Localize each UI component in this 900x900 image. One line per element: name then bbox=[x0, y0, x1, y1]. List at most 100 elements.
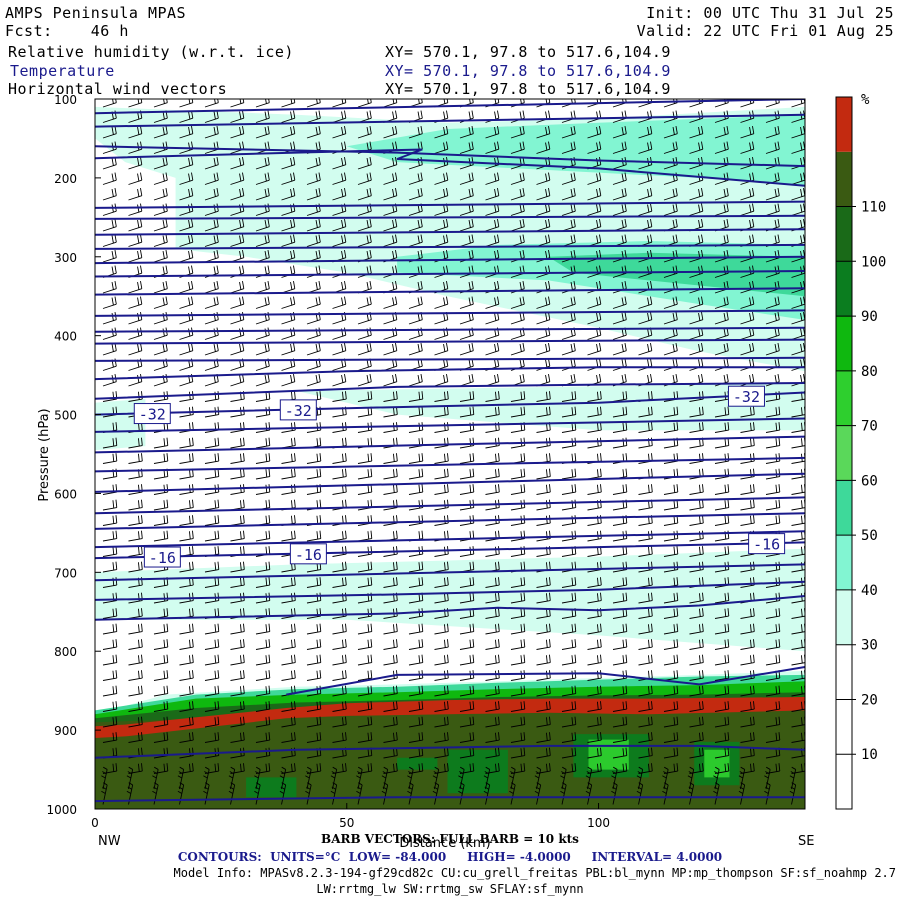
wind-barb bbox=[152, 766, 159, 790]
wind-barb bbox=[306, 701, 322, 712]
wind-barb bbox=[485, 468, 500, 480]
wind-barb bbox=[587, 391, 602, 402]
wind-barb bbox=[459, 406, 475, 418]
wind-barb bbox=[383, 374, 398, 387]
wind-barb bbox=[306, 126, 321, 139]
wind-barb bbox=[102, 99, 117, 108]
wind-barb bbox=[204, 99, 219, 108]
wind-barb bbox=[434, 453, 449, 464]
wind-barb bbox=[332, 99, 347, 108]
wind-barb bbox=[740, 406, 755, 418]
wind-barb bbox=[153, 250, 168, 263]
rh-patch-4 bbox=[95, 398, 146, 451]
temp-contour-4 bbox=[95, 200, 805, 209]
wind-barb bbox=[612, 577, 628, 588]
wind-barb bbox=[561, 592, 577, 604]
colorbar-label: 60 bbox=[861, 473, 878, 489]
wind-barb bbox=[179, 732, 194, 743]
wind-barb bbox=[356, 766, 363, 790]
field-temp-xy: XY= 570.1, 97.8 to 517.6,104.9 bbox=[385, 62, 671, 80]
wind-barb bbox=[332, 732, 347, 743]
wind-barb bbox=[765, 716, 781, 728]
wind-barb bbox=[357, 188, 372, 201]
wind-barb bbox=[689, 654, 704, 666]
wind-barb bbox=[587, 203, 602, 216]
wind-barb bbox=[434, 639, 449, 650]
wind-barb bbox=[587, 188, 602, 201]
wind-barb bbox=[765, 343, 780, 356]
wind-barb bbox=[459, 639, 475, 650]
y-tick-label: 600 bbox=[54, 487, 77, 501]
wind-barb bbox=[179, 437, 194, 449]
wind-barb bbox=[204, 391, 220, 402]
colorbar-swatch bbox=[836, 425, 852, 481]
wind-barb bbox=[128, 561, 143, 573]
wind-barb bbox=[204, 126, 219, 139]
wind-barb bbox=[663, 203, 678, 216]
wind-barb bbox=[612, 701, 628, 712]
wind-barb bbox=[587, 716, 602, 728]
wind-barb bbox=[179, 99, 194, 108]
wind-barb bbox=[332, 374, 347, 387]
wind-barb bbox=[128, 219, 143, 232]
wind-barb bbox=[179, 685, 194, 697]
wind-barb bbox=[357, 685, 373, 697]
wind-barb bbox=[153, 453, 169, 464]
wind-barb bbox=[536, 141, 551, 154]
wind-barb bbox=[383, 296, 398, 309]
wind-barb bbox=[153, 296, 168, 309]
wind-barb bbox=[765, 685, 781, 697]
temp-contour-19 bbox=[95, 435, 805, 454]
wind-barb bbox=[765, 484, 781, 495]
wind-barb bbox=[128, 126, 143, 139]
colorbar-label: 70 bbox=[861, 419, 878, 435]
wind-barb bbox=[459, 592, 475, 604]
wind-barb bbox=[383, 234, 398, 247]
wind-barb bbox=[306, 716, 322, 728]
wind-barb bbox=[357, 561, 373, 573]
wind-barb bbox=[332, 188, 347, 201]
colorbar-swatch bbox=[836, 480, 852, 536]
wind-barb bbox=[740, 188, 755, 201]
wind-barb bbox=[638, 172, 653, 185]
wind-barb bbox=[408, 374, 423, 387]
wind-barb bbox=[560, 782, 567, 805]
wind-barb bbox=[230, 219, 245, 232]
wind-barb bbox=[536, 484, 551, 495]
wind-barb bbox=[128, 296, 143, 309]
wind-barb bbox=[357, 343, 372, 356]
wind-barb bbox=[534, 766, 542, 790]
wind-barb bbox=[128, 499, 143, 511]
colorbar-label: 80 bbox=[861, 364, 878, 380]
wind-barb bbox=[179, 561, 194, 573]
wind-barb bbox=[230, 654, 245, 666]
wind-barb bbox=[663, 296, 678, 309]
wind-barb bbox=[383, 623, 398, 635]
colorbar-frame bbox=[835, 96, 853, 810]
wind-barb bbox=[255, 716, 271, 728]
wind-barb bbox=[459, 219, 474, 232]
wind-barb bbox=[765, 623, 781, 635]
wind-barb bbox=[587, 484, 602, 495]
wind-barb bbox=[153, 701, 169, 712]
wind-barb bbox=[204, 234, 219, 247]
wind-barb bbox=[332, 670, 347, 681]
wind-barb bbox=[357, 219, 372, 232]
wind-barb bbox=[305, 766, 312, 790]
wind-barb bbox=[689, 343, 704, 356]
wind-barb bbox=[408, 234, 423, 247]
wind-barb bbox=[536, 732, 551, 743]
wind-barb bbox=[689, 716, 704, 728]
wind-barb bbox=[381, 782, 389, 805]
wind-barb bbox=[663, 141, 678, 154]
wind-barb bbox=[714, 499, 730, 511]
wind-barb bbox=[612, 484, 628, 495]
wind-barb bbox=[587, 747, 602, 759]
wind-barb bbox=[408, 654, 424, 666]
wind-barb bbox=[561, 701, 577, 712]
wind-barb bbox=[561, 639, 577, 650]
wind-barb bbox=[204, 670, 220, 681]
temp-contour-14 bbox=[95, 356, 805, 362]
wind-barb bbox=[765, 422, 781, 433]
field-wind-name: Horizontal wind vectors bbox=[8, 80, 228, 98]
